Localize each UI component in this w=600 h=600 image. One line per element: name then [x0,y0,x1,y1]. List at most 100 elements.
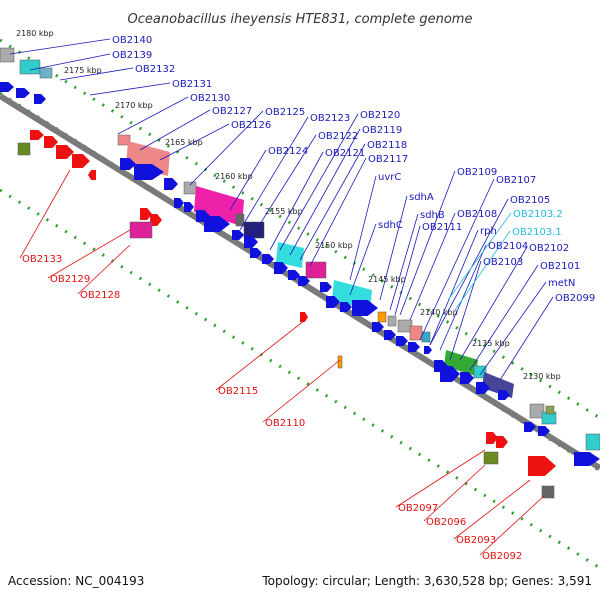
kbp-tick-label: 2165 kbp [165,138,203,147]
gene-label-forward: sdhA [409,192,434,203]
gene-box [473,365,487,379]
gene-box [421,331,431,343]
gene-box [409,325,423,341]
gene-arrow [34,94,46,104]
leader-line [29,53,111,71]
leader-line [479,494,546,556]
leader-line [262,359,341,423]
leader-line [279,113,359,251]
gene-arrow [408,342,420,352]
kbp-tick-label: 2160 kbp [215,172,253,181]
gene-box [39,67,53,79]
accession-text: Accession: NC_004193 [8,574,144,588]
gene-label-forward: OB2123 [310,113,350,124]
gene-arrow [298,276,310,286]
kbp-tick-label: 2155 kbp [265,207,303,216]
gene-label-rna: OB2103.1 [512,227,562,238]
gene-label-forward: OB2102 [529,243,569,254]
leader-line [299,143,366,261]
gene-arrow [140,208,152,220]
kbp-tick-label: 2170 kbp [115,101,153,110]
gene-box [444,350,478,376]
gene-box [483,451,499,465]
leader-line [289,128,361,256]
kbp-tick-label: 2140 kbp [420,308,458,317]
gene-arrow [232,230,244,240]
gene-arrow [352,300,378,316]
gene-label-forward: OB2105 [510,195,550,206]
leader-line [439,244,487,351]
gene-label-reverse: OB2093 [456,535,496,546]
gene-arrow [326,296,340,308]
gene-label-forward: OB2099 [555,293,595,304]
gene-box [243,221,265,239]
gene-label-forward: OB2125 [265,107,305,118]
gene-arrow [16,88,30,98]
gene-label-reverse: OB2096 [426,517,466,528]
gene-arrow [120,158,136,170]
topology-stats-text: Topology: circular; Length: 3,630,528 bp… [261,574,592,588]
gene-box [305,261,327,279]
gene-arrow [164,178,178,190]
gene-label-forward: sdhC [378,220,403,231]
gene-arrow [440,366,460,382]
gene-arrow [496,436,508,448]
gene-labels: OB2140 OB2139 OB2132 OB2131 OB2130 OB2127 OB21… [22,35,595,562]
gene-arrow [262,254,274,264]
gene-label-reverse: OB2110 [265,418,305,429]
gene-arrow [574,452,600,466]
leader-line [447,212,512,301]
leader-line [229,149,267,211]
gene-arrow [56,145,74,159]
gene-arrow [524,422,536,432]
leader-line [117,96,189,135]
gene-label-forward: metN [548,278,575,289]
leader-line [19,169,71,259]
gene-arrow [250,248,262,258]
gene-label-forward: OB2122 [318,131,358,142]
gene-label-reverse: OB2128 [80,290,120,301]
gene-box [129,221,153,239]
gene-label-forward: sdhB [420,210,445,221]
gene-label-forward: OB2132 [135,64,175,75]
leader-line [394,225,421,316]
gene-label-forward: OB2111 [422,222,462,233]
gene-arrow [528,456,556,476]
gene-box [377,311,387,323]
gene-arrow [0,82,14,92]
gene-arrow [340,302,352,312]
gene-arrow [274,262,288,274]
gene-arrow [538,426,550,436]
kbp-tick-label: 2130 kbp [523,372,561,381]
leader-line [309,157,367,267]
leader-line [479,281,547,376]
gene-box [17,142,31,156]
kbp-tick-label: 2175 kbp [64,66,102,75]
leader-line [47,229,131,279]
leader-line [429,229,479,346]
leader-line [349,223,377,296]
leader-line [429,198,509,346]
gene-arrow [44,136,58,148]
gene-arrow [300,312,308,322]
outer-dotted-track-line [0,38,600,420]
leader-line [159,123,230,161]
leader-line [89,82,171,96]
gene-label-forward: uvrC [378,172,401,183]
leader-line [59,67,134,81]
map-title: Oceanobacillus iheyensis HTE831, complet… [128,12,473,27]
gene-arrow [396,336,408,346]
gene-arrow [384,330,396,340]
gene-arrow [150,214,162,226]
leader-line [454,230,511,311]
gene-label-forward: OB2139 [112,50,152,61]
gene-label-forward: OB2126 [231,120,271,131]
gene-label-forward: OB2121 [325,148,365,159]
leader-line [239,116,309,231]
gene-arrow [204,216,230,232]
gene-label-forward: OB2131 [172,79,212,90]
gene-box [194,186,244,226]
leader-line [419,178,495,341]
gene-arrow [184,202,194,212]
